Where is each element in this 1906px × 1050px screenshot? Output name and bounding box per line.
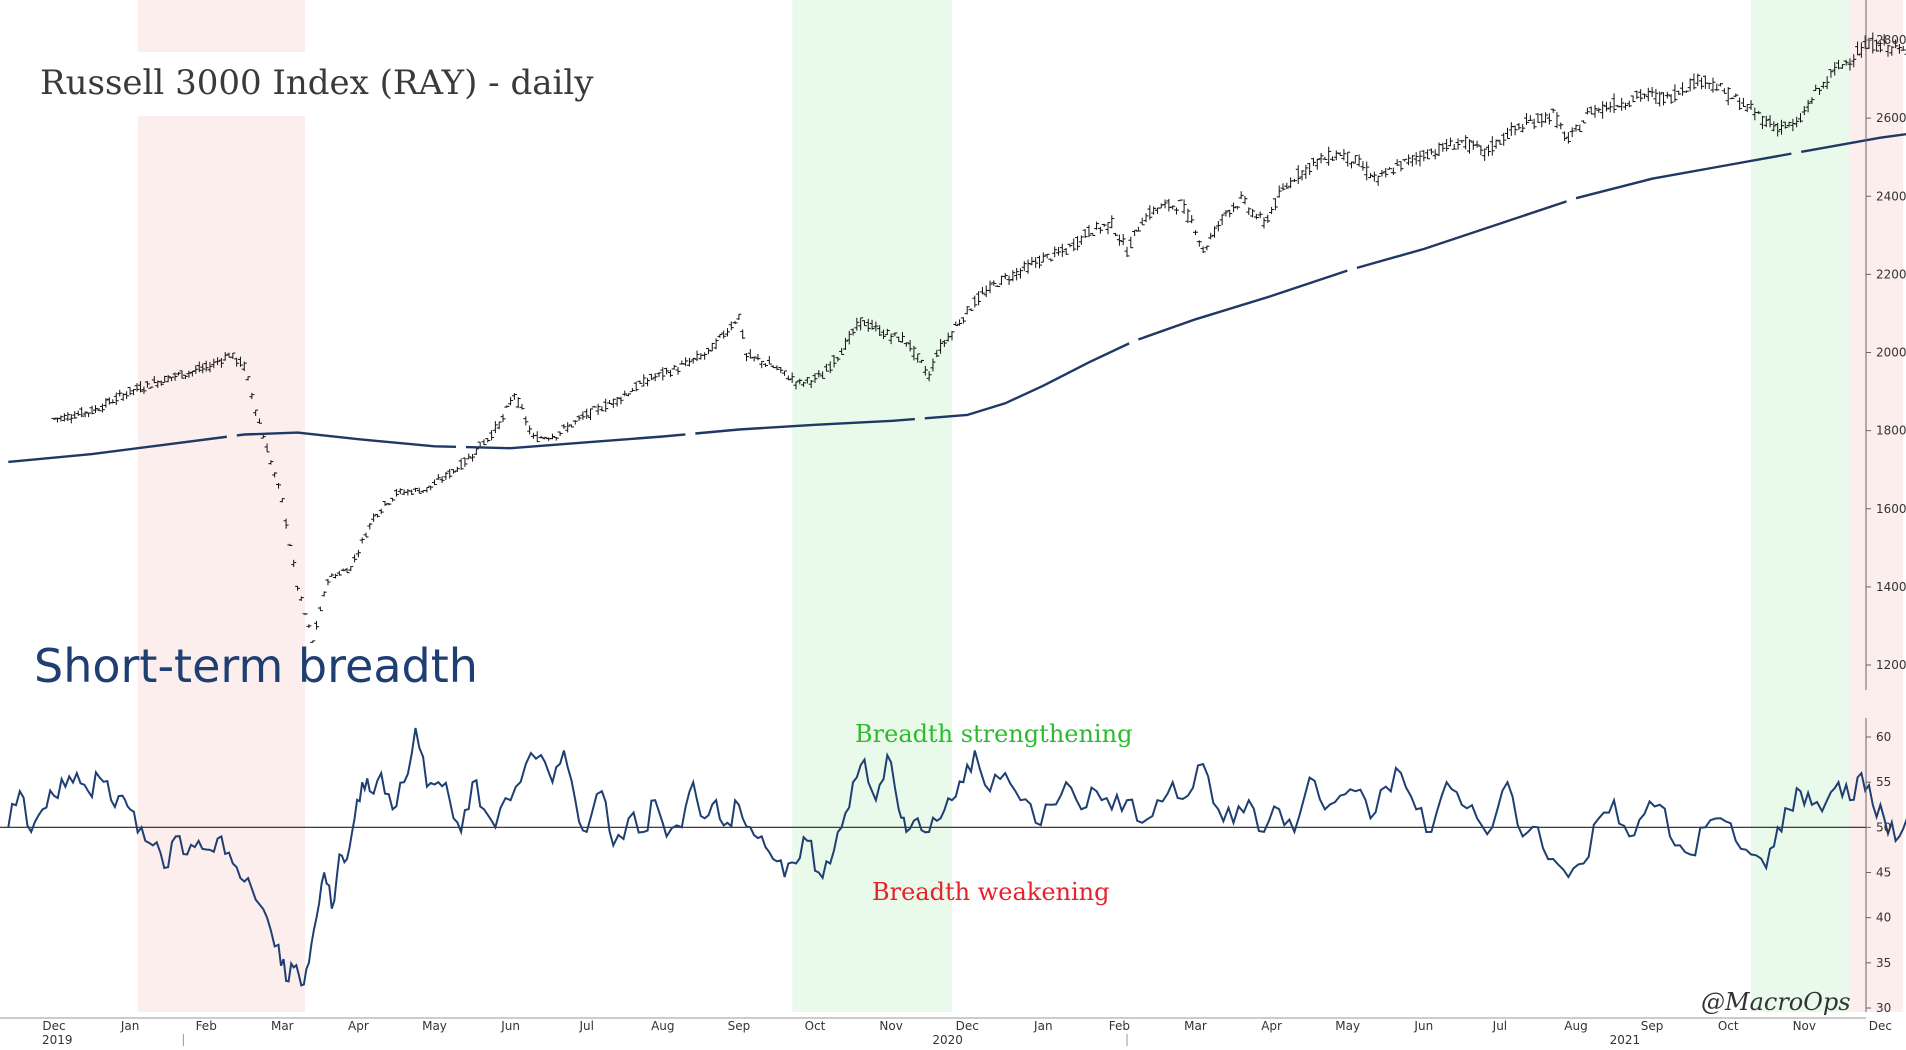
breadth-y-tick-label: 55 bbox=[1876, 775, 1891, 789]
price-y-tick-label: 2200 bbox=[1876, 267, 1906, 281]
breadth-y-tick-label: 30 bbox=[1876, 1001, 1891, 1015]
x-year-label: 2020 bbox=[932, 1033, 963, 1046]
breadth-line bbox=[7, 727, 1906, 987]
moving-average-line bbox=[8, 132, 1906, 464]
price-y-tick-label: 1800 bbox=[1876, 424, 1906, 438]
breadth-y-tick-label: 45 bbox=[1876, 866, 1891, 880]
x-month-label: Jun bbox=[1413, 1019, 1433, 1033]
shaded-zone-weak-3 bbox=[1849, 0, 1904, 1012]
shaded-zones bbox=[120, 0, 1904, 1012]
watermark: @MacroOps bbox=[1701, 988, 1851, 1016]
x-month-label: Oct bbox=[805, 1019, 826, 1033]
x-month-label: Jul bbox=[1492, 1019, 1507, 1033]
x-month-label: Jan bbox=[1033, 1019, 1053, 1033]
price-y-tick-label: 2400 bbox=[1876, 189, 1906, 203]
price-y-tick-label: 1600 bbox=[1876, 502, 1906, 516]
x-month-label: Oct bbox=[1718, 1019, 1739, 1033]
x-month-label: Dec bbox=[956, 1019, 979, 1033]
x-year-label: 2019 bbox=[42, 1033, 73, 1046]
x-month-label: Nov bbox=[1793, 1019, 1816, 1033]
x-month-label: Sep bbox=[1641, 1019, 1664, 1033]
x-year-label: 2021 bbox=[1610, 1033, 1641, 1046]
price-y-tick-label: 2000 bbox=[1876, 346, 1906, 360]
price-y-tick-label: 2800 bbox=[1876, 33, 1906, 47]
breadth-panel bbox=[0, 727, 1906, 987]
x-month-label: Jan bbox=[120, 1019, 140, 1033]
breadth-y-tick-label: 35 bbox=[1876, 956, 1891, 970]
x-month-label: Mar bbox=[271, 1019, 294, 1033]
x-month-label: Jul bbox=[578, 1019, 593, 1033]
annotation-weakening: Breadth weakening bbox=[872, 878, 1109, 906]
x-month-label: Sep bbox=[728, 1019, 751, 1033]
x-month-label: Mar bbox=[1184, 1019, 1207, 1033]
main-title: Russell 3000 Index (RAY) - daily bbox=[40, 63, 594, 103]
x-month-label: Aug bbox=[651, 1019, 674, 1033]
x-month-label: Jun bbox=[500, 1019, 520, 1033]
annotation-strengthening: Breadth strengthening bbox=[855, 720, 1132, 748]
x-month-label: Dec bbox=[42, 1019, 65, 1033]
shaded-zone-strong-2 bbox=[1751, 0, 1850, 1012]
x-month-label: Feb bbox=[1109, 1019, 1130, 1033]
x-month-label: Apr bbox=[1261, 1019, 1282, 1033]
title-gap bbox=[120, 52, 310, 116]
x-month-label: Aug bbox=[1564, 1019, 1587, 1033]
x-month-label: Feb bbox=[196, 1019, 217, 1033]
shaded-zone-strong-1 bbox=[792, 0, 952, 1012]
x-month-label: May bbox=[1335, 1019, 1360, 1033]
sub-title: Short-term breadth bbox=[34, 639, 478, 693]
breadth-y-tick-label: 50 bbox=[1876, 820, 1891, 834]
price-panel bbox=[8, 32, 1906, 643]
x-month-label: Nov bbox=[879, 1019, 902, 1033]
shaded-zone-weak-0 bbox=[137, 0, 306, 1012]
x-month-label: Apr bbox=[348, 1019, 369, 1033]
breadth-y-tick-label: 60 bbox=[1876, 730, 1891, 744]
x-month-label: Dec bbox=[1869, 1019, 1892, 1033]
x-month-label: May bbox=[422, 1019, 447, 1033]
price-y-tick-label: 2600 bbox=[1876, 111, 1906, 125]
price-y-tick-label: 1400 bbox=[1876, 580, 1906, 594]
breadth-y-tick-label: 40 bbox=[1876, 911, 1891, 925]
price-y-tick-label: 1200 bbox=[1876, 658, 1906, 672]
